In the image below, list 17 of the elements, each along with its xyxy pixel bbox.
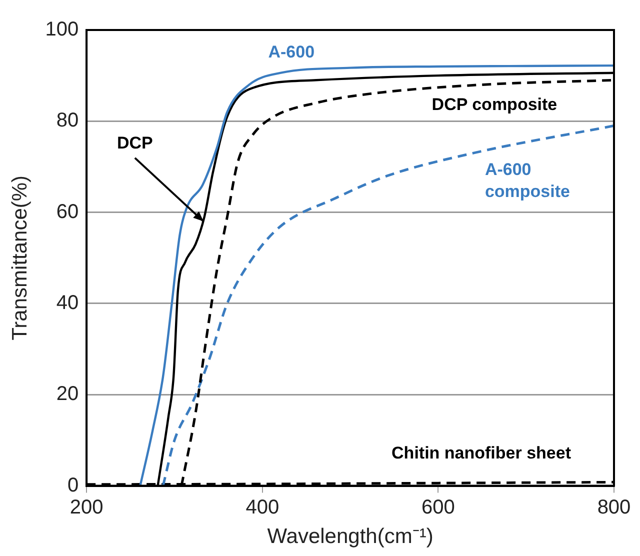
- x-tick-label: 200: [70, 496, 104, 518]
- series-label: A-600 composite: [484, 160, 570, 202]
- y-axis-title: Transmittance(%): [8, 175, 32, 340]
- y-tick-label: 0: [67, 474, 79, 496]
- series-label: DCP composite: [432, 94, 558, 114]
- series-label: A-600: [268, 42, 315, 62]
- y-tick-label: 40: [56, 292, 79, 314]
- series-label: Chitin nanofiber sheet: [392, 444, 572, 463]
- x-tick-label: 800: [597, 496, 631, 518]
- y-tick-label: 60: [56, 200, 79, 223]
- y-tick-label: 100: [45, 18, 79, 41]
- text: DCP: [116, 134, 153, 153]
- y-tick-label: 80: [56, 110, 79, 132]
- x-tick-label: 400: [246, 496, 280, 518]
- y-tick-label: 20: [56, 383, 79, 406]
- x-tick-label: 600: [422, 496, 455, 518]
- x-axis-title: Wavelength(cm⁻¹): [267, 525, 434, 548]
